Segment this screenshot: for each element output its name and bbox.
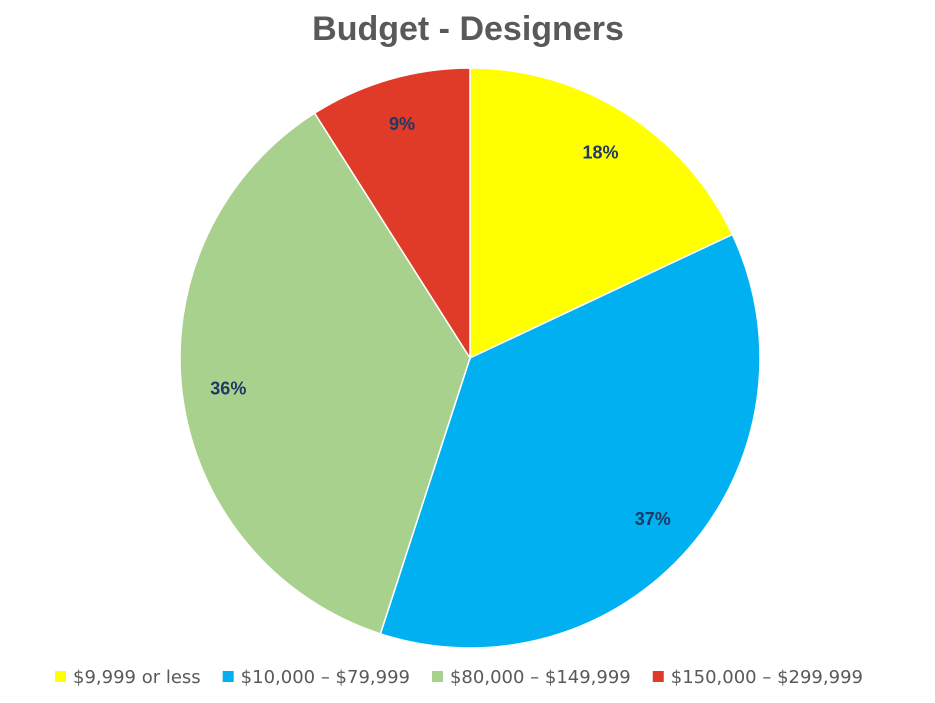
- legend: $9,999 or less $10,000 – $79,999 $80,000 –…: [55, 667, 863, 688]
- data-label-10-000-79-999: 37%: [635, 509, 671, 529]
- legend-swatch: [222, 671, 234, 682]
- legend-label: $80,000 – $149,999: [450, 667, 631, 688]
- legend-item-150-000-299-999: $150,000 – $299,999: [652, 667, 863, 688]
- pie-slice-80-000-149-999: [179, 112, 471, 635]
- legend-label: $10,000 – $79,999: [241, 667, 410, 688]
- legend-item-10-000-79-999: $10,000 – $79,999: [222, 667, 410, 688]
- chart-title: Budget - Designers: [312, 10, 624, 48]
- data-label-150-000-299-999: 9%: [389, 114, 415, 134]
- legend-swatch: [431, 671, 443, 682]
- pie-data-labels: 18% 37% 36% 9%: [210, 114, 670, 529]
- pie-slice-9-999-or-less: [469, 67, 734, 360]
- data-label-9-999-or-less: 18%: [583, 142, 619, 162]
- legend-label: $150,000 – $299,999: [671, 667, 863, 688]
- pie-slices: [179, 67, 761, 649]
- pie-slice-10-000-79-999: [379, 233, 761, 649]
- pie-slice-150-000-299-999: [313, 67, 471, 361]
- legend-item-80-000-149-999: $80,000 – $149,999: [431, 667, 631, 688]
- legend-swatch: [652, 671, 664, 682]
- legend-label: $9,999 or less: [73, 667, 201, 688]
- data-label-80-000-149-999: 36%: [210, 379, 246, 399]
- legend-swatch: [55, 671, 66, 682]
- legend-item-9-999-or-less: $9,999 or less: [55, 667, 201, 688]
